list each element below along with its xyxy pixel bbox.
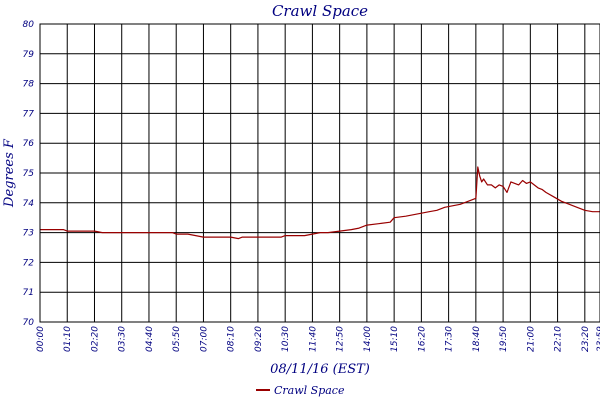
y-tick-label: 78 (23, 80, 35, 90)
y-tick-label: 75 (23, 169, 35, 179)
x-tick-label: 10:30 (281, 326, 291, 352)
x-tick-label: 21:00 (526, 326, 536, 352)
x-axis-label: 08/11/16 (EST) (270, 362, 370, 377)
x-tick-label: 05:50 (172, 326, 182, 352)
y-tick-label: 70 (23, 318, 35, 328)
y-tick-label: 73 (23, 229, 35, 239)
y-axis-ticks: 70 71 72 73 74 75 76 77 78 79 80 (23, 20, 35, 328)
series-line (40, 166, 600, 240)
x-tick-label: 18:40 (472, 326, 482, 352)
x-tick-label: 19:50 (499, 326, 509, 352)
legend-label: Crawl Space (274, 384, 345, 397)
x-axis-ticks: 00:00 01:10 02:20 03:30 04:40 05:50 07:00 08:10… (36, 326, 600, 352)
x-tick-label: 08:10 (227, 326, 237, 352)
y-tick-label: 74 (23, 199, 35, 209)
x-tick-label: 09:20 (254, 326, 264, 352)
y-tick-label: 77 (23, 109, 35, 119)
x-tick-label: 16:20 (417, 326, 427, 352)
x-tick-label: 17:30 (445, 326, 455, 352)
x-tick-label: 02:20 (90, 326, 100, 352)
y-tick-label: 71 (23, 288, 34, 298)
y-tick-label: 76 (23, 139, 35, 149)
y-axis-label: Degrees F (2, 138, 17, 208)
x-tick-label: 03:30 (118, 326, 128, 352)
x-tick-label: 00:00 (36, 326, 46, 352)
x-tick-label: 14:00 (363, 326, 373, 352)
y-tick-label: 80 (23, 20, 35, 30)
y-tick-label: 79 (23, 50, 35, 60)
plot-border (39, 23, 600, 323)
y-tick-label: 72 (23, 258, 35, 268)
series-group (40, 166, 600, 240)
x-tick-label: 04:40 (145, 326, 155, 352)
x-tick-label: 23:20 (581, 326, 591, 352)
chart-title: Crawl Space (272, 2, 368, 20)
x-tick-label: 01:10 (63, 326, 73, 352)
x-tick-label: 15:10 (390, 326, 400, 352)
x-tick-label: 11:40 (308, 326, 318, 352)
legend: Crawl Space (256, 384, 345, 397)
x-tick-label: 12:50 (336, 326, 346, 352)
x-tick-label: 07:00 (199, 326, 209, 352)
x-tick-label: 23:59 (596, 326, 600, 352)
x-tick-label: 22:10 (554, 326, 564, 352)
